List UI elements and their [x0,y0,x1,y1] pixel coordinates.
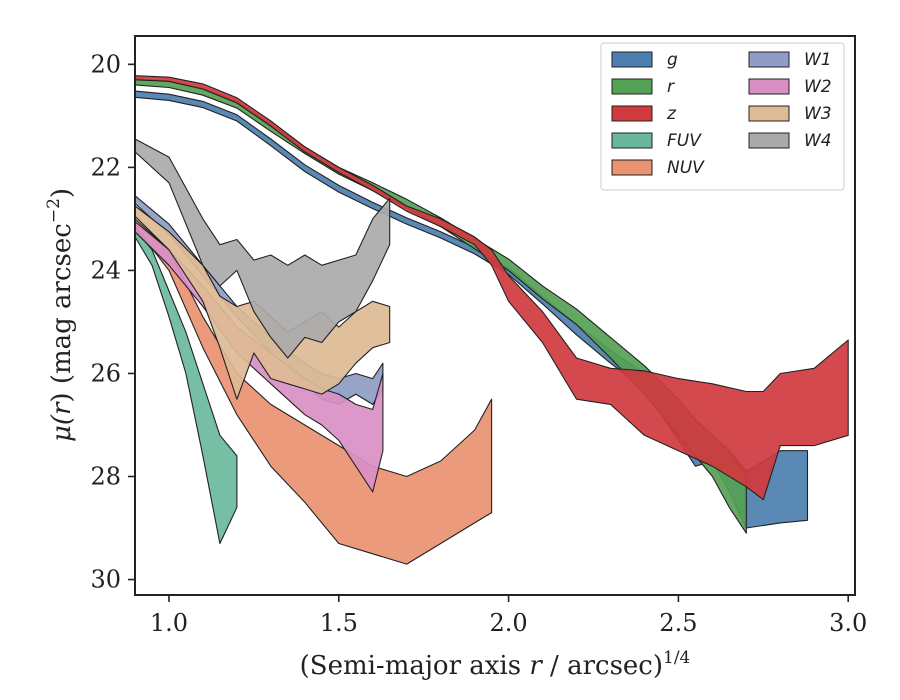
x-tick-label: 2.5 [659,609,697,637]
y-tick-label: 30 [90,566,121,594]
series-band-nuv [134,218,493,565]
y-tick-label: 20 [90,50,121,78]
x-axis-label: (Semi-major axis r / arcsec)1/4 [300,648,691,681]
legend-label-w2: W2 [804,77,832,97]
legend-label-nuv: NUV [667,158,705,178]
legend-label-z: z [666,104,677,124]
plot-frame [134,35,856,596]
legend: grz FUV NUV W1 W2 W3 W4 [600,42,845,191]
legend-swatch-r [611,78,653,95]
legend-swatch-z [611,105,653,122]
legend-swatch-w1 [748,51,790,68]
x-axis-ticks: 1.0 1.5 2.0 2.5 3.0 [150,595,867,637]
legend-label-fuv: FUV [667,131,702,151]
series-band-r [134,78,747,534]
x-tick-label: 1.0 [150,609,188,637]
y-tick-label: 28 [90,463,121,491]
y-axis-label: μ(r) (mag arcsec−2) [44,188,77,442]
legend-swatch-w4 [748,132,790,149]
legend-label-w3: W3 [804,104,832,124]
series-band-w4 [134,138,391,359]
legend-label-r: r [667,77,675,97]
x-tick-label: 3.0 [829,609,867,637]
legend-swatch-w2 [748,78,790,95]
legend-swatch-g [611,51,653,68]
legend-swatch-w3 [748,105,790,122]
series-band-z [134,75,849,501]
legend-swatch-nuv [611,159,653,176]
legend-label-w1: W1 [804,50,832,70]
y-axis-ticks: 20 22 24 26 28 30 [90,50,135,594]
series-areas [134,75,849,565]
series-band-fuv [134,228,238,545]
legend-label-g: g [667,50,678,70]
legend-label-w4: W4 [804,131,832,151]
y-tick-label: 26 [90,359,121,387]
x-tick-label: 1.5 [320,609,358,637]
y-tick-label: 24 [90,256,121,284]
legend-swatch-fuv [611,132,653,149]
series-band-w3 [134,205,391,400]
y-tick-label: 22 [90,153,121,181]
x-tick-label: 2.0 [489,609,527,637]
